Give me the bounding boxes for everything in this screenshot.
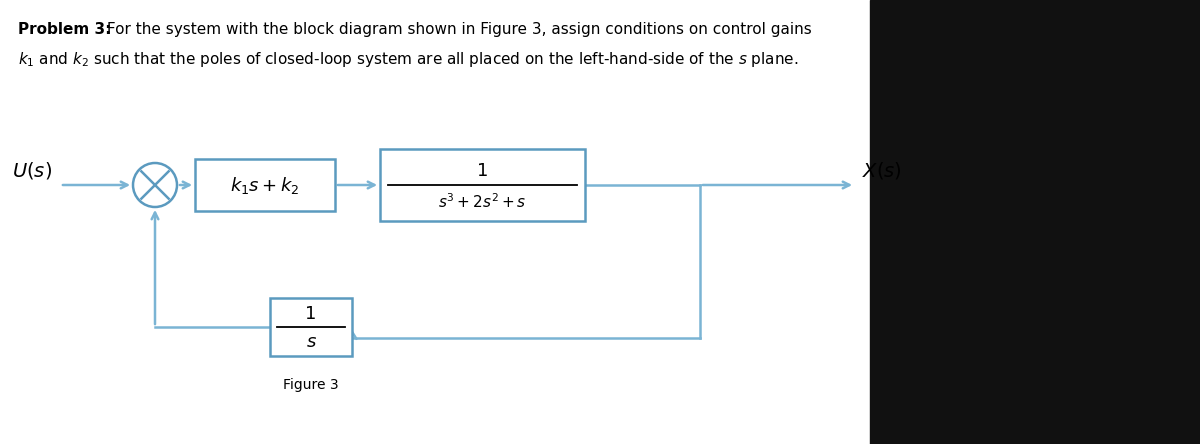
Text: $k_1s + k_2$: $k_1s + k_2$ — [230, 174, 300, 195]
Text: $U(s)$: $U(s)$ — [12, 160, 52, 181]
Text: 1: 1 — [305, 305, 317, 323]
FancyBboxPatch shape — [194, 159, 335, 211]
FancyBboxPatch shape — [380, 149, 586, 221]
Text: Figure 3: Figure 3 — [283, 378, 338, 392]
FancyBboxPatch shape — [270, 298, 352, 356]
Text: $X(s)$: $X(s)$ — [862, 160, 902, 181]
Text: 1: 1 — [476, 162, 488, 180]
Text: For the system with the block diagram shown in Figure 3, assign conditions on co: For the system with the block diagram sh… — [102, 22, 811, 37]
Text: $s$: $s$ — [306, 333, 317, 350]
Text: $s^3 + 2s^2 + s$: $s^3 + 2s^2 + s$ — [438, 192, 527, 211]
Text: Problem 3:: Problem 3: — [18, 22, 112, 37]
Text: $k_1$ and $k_2$ such that the poles of closed-loop system are all placed on the : $k_1$ and $k_2$ such that the poles of c… — [18, 50, 798, 69]
Bar — [870, 0, 1200, 444]
